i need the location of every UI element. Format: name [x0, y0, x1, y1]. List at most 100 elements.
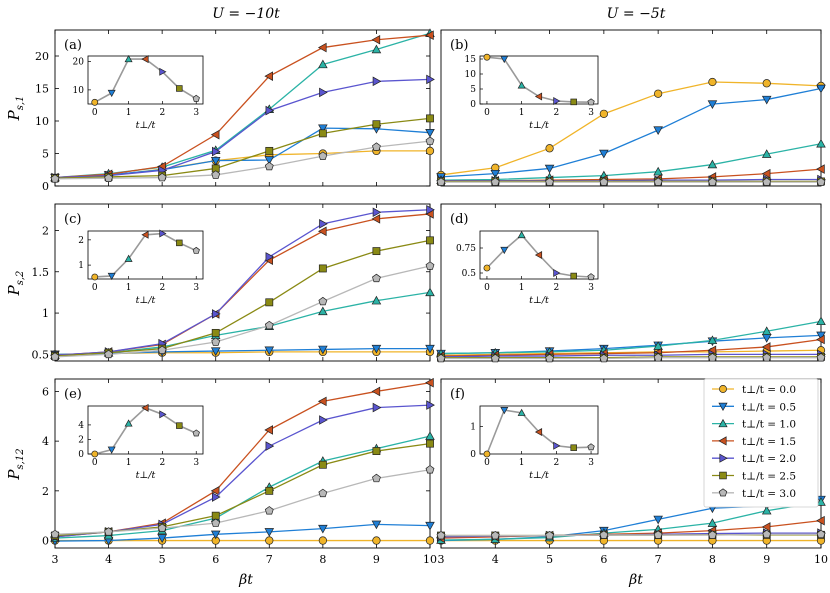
data-point — [104, 349, 113, 359]
data-point — [490, 353, 500, 363]
data-point — [372, 120, 381, 129]
data-point — [371, 344, 382, 354]
data-point — [372, 402, 382, 413]
x-tick-label: 4 — [492, 553, 499, 566]
data-point — [50, 174, 60, 183]
series-line — [54, 209, 431, 356]
data-point — [653, 177, 663, 186]
data-point — [264, 506, 274, 515]
legend: t⊥/t = 0.0 t⊥/t = 0.5 t⊥/t = 1.0 t⊥/t = 1.5… — [703, 378, 819, 508]
x-axis-label-left: βt — [238, 572, 253, 588]
inset-x-tick-label: 1 — [126, 283, 132, 293]
inset-y-tick-label: 0.5 — [462, 269, 477, 279]
data-point — [210, 486, 220, 496]
data-point — [318, 129, 327, 138]
inset-x-tick-label: 0 — [92, 458, 98, 468]
inset-point — [159, 67, 167, 76]
data-point — [211, 170, 221, 179]
legend-entry: t⊥/t = 1.0 — [712, 419, 796, 431]
inset-point — [159, 410, 167, 419]
data-point — [761, 326, 772, 335]
inset-x-tick-label: 0 — [484, 283, 490, 293]
data-point — [50, 352, 60, 361]
data-point — [265, 486, 274, 495]
series-line — [54, 469, 431, 535]
x-tick-label: 9 — [763, 553, 770, 566]
data-point — [372, 207, 382, 218]
data-point — [653, 126, 663, 136]
data-point — [816, 138, 826, 148]
series-line — [54, 239, 431, 357]
inset-point — [176, 85, 183, 92]
series-line — [440, 143, 822, 181]
data-point — [425, 431, 435, 440]
series-line — [54, 117, 431, 179]
series-3.0 — [436, 177, 826, 186]
inset-x-label: t⊥/t — [529, 470, 549, 481]
data-point — [545, 530, 554, 540]
data-point — [707, 518, 718, 527]
panel-frame — [54, 29, 431, 187]
data-point — [318, 59, 328, 69]
inset-x-tick-label: 3 — [193, 283, 199, 293]
inset-plot: 0 1 2 3 0 2 4 t⊥/t — [78, 403, 204, 481]
x-tick-label: 6 — [600, 553, 607, 566]
data-point — [371, 214, 381, 224]
data-point — [264, 320, 274, 330]
data-point — [265, 298, 274, 307]
inset-y-tick-label: 0.75 — [456, 244, 476, 254]
data-point — [211, 518, 221, 527]
panel-b: (b) 0 1 2 3 0 5 10 15 t⊥/t — [436, 29, 826, 187]
inset-x-label: t⊥/t — [529, 295, 549, 306]
x-tick-label: 3 — [52, 553, 59, 566]
data-point — [264, 528, 275, 537]
inset-x-tick-label: 2 — [160, 283, 166, 293]
data-point — [372, 473, 381, 483]
series-line — [441, 356, 821, 359]
inset-y-tick-label: 2 — [78, 236, 84, 246]
inset-point — [534, 428, 543, 437]
inset-point — [570, 98, 577, 106]
inset-point — [124, 419, 133, 427]
inset-point — [587, 443, 595, 451]
inset-point — [500, 55, 509, 64]
x-tick-label: 3 — [438, 553, 445, 566]
inset-x-label: t⊥/t — [529, 120, 549, 131]
data-point — [545, 144, 554, 153]
inset-point — [192, 246, 200, 254]
inset-y-tick-label: 0 — [470, 100, 476, 110]
data-point — [816, 84, 826, 94]
data-point — [371, 34, 381, 45]
inset-point — [534, 251, 543, 259]
data-point — [816, 334, 825, 345]
data-point — [426, 74, 435, 85]
data-point — [264, 346, 275, 356]
panel-frame — [440, 203, 822, 362]
data-point — [761, 149, 772, 158]
data-point — [318, 524, 328, 534]
data-point — [816, 529, 826, 539]
data-point — [426, 114, 434, 123]
y-tick-label: 1.5 — [32, 266, 50, 279]
legend-entry: t⊥/t = 0.5 — [712, 401, 796, 413]
data-point — [264, 161, 274, 171]
legend-entry: t⊥/t = 3.0 — [712, 488, 796, 500]
inset-y-tick-label: 0 — [78, 450, 84, 460]
data-point — [210, 129, 220, 140]
data-point — [490, 169, 501, 179]
series-line — [440, 81, 822, 176]
inset-x-label: t⊥/t — [136, 120, 156, 131]
series-3.0 — [50, 465, 435, 539]
panel-frame — [54, 203, 431, 362]
inset-frame — [87, 405, 204, 455]
data-point — [371, 44, 382, 54]
x-tick-label: 6 — [212, 553, 219, 566]
data-point — [372, 247, 381, 256]
inset-point — [107, 446, 116, 454]
legend-entry: t⊥/t = 2.0 — [712, 453, 796, 465]
data-point — [426, 204, 435, 215]
data-point — [317, 42, 327, 53]
inset-x-tick-label: 1 — [519, 108, 525, 118]
inset-y-tick-label: 1 — [78, 261, 84, 271]
inset-point — [91, 450, 99, 458]
